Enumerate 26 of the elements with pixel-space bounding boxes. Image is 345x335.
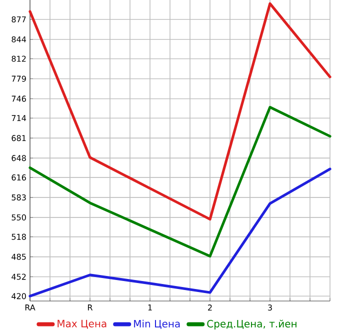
- x-tick-label: 1: [148, 304, 152, 310]
- y-tick-label: 877: [12, 16, 26, 22]
- legend-label: Max Цена: [58, 320, 106, 329]
- y-tick-label: 583: [12, 194, 26, 200]
- y-tick-label: 746: [12, 96, 26, 102]
- line-series: [28, 168, 332, 298]
- x-tick-label: 3: [268, 304, 272, 311]
- line-series: [28, 2, 332, 221]
- y-tick-label: 485: [12, 254, 26, 260]
- y-tick-label: 420: [12, 293, 26, 300]
- y-tick-label: 844: [12, 36, 26, 42]
- y-tick-label: 648: [12, 155, 26, 162]
- legend-label: Сред.Цена, т.йен: [207, 320, 296, 330]
- x-tick-label: 2: [208, 304, 212, 310]
- y-tick-label: 550: [12, 214, 26, 220]
- y-tick-label: 452: [12, 274, 26, 280]
- y-tick-label: 812: [12, 56, 26, 62]
- y-tick-label: 681: [12, 135, 26, 142]
- legend-label: Min Цена: [134, 320, 180, 329]
- y-tick-label: 518: [12, 234, 26, 240]
- x-tick-label: RA: [25, 304, 36, 310]
- y-tick-label: 714: [12, 115, 26, 122]
- x-tick-label: R: [88, 304, 93, 310]
- y-tick-label: 779: [12, 76, 26, 82]
- line-series: [28, 106, 332, 258]
- y-tick-label: 616: [12, 174, 26, 180]
